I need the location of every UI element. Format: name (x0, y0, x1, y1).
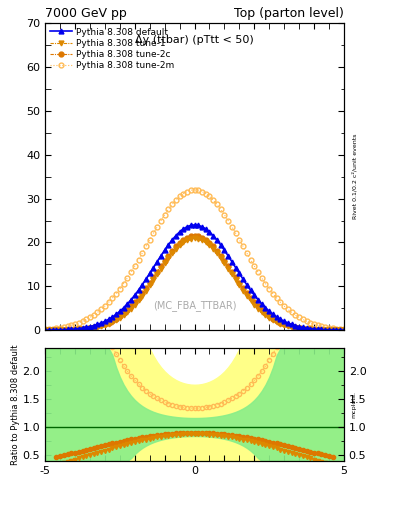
Pythia 8.308 tune-2c (342, 327, 346, 333)
Pythia 8.308 tune-1 (192, 235, 197, 241)
Legend: Pythia 8.308 default, Pythia 8.308 tune-1, Pythia 8.308 tune-2c, Pythia 8.308 tu: Pythia 8.308 default, Pythia 8.308 tune-… (48, 26, 176, 72)
Pythia 8.308 default (304, 325, 309, 331)
Line: Pythia 8.308 tune-1: Pythia 8.308 tune-1 (43, 236, 346, 333)
Pythia 8.308 tune-2m (192, 187, 197, 193)
Pythia 8.308 tune-2c (304, 326, 309, 332)
Pythia 8.308 tune-2m (342, 326, 346, 332)
Pythia 8.308 tune-1 (316, 327, 320, 333)
Pythia 8.308 tune-1 (43, 327, 48, 333)
Pythia 8.308 tune-2c (43, 327, 48, 333)
Text: (MC_FBA_TTBAR): (MC_FBA_TTBAR) (153, 300, 236, 311)
Line: Pythia 8.308 tune-2c: Pythia 8.308 tune-2c (43, 233, 346, 333)
Pythia 8.308 default (316, 326, 320, 332)
Pythia 8.308 tune-2m (233, 230, 238, 236)
Pythia 8.308 tune-1 (233, 277, 238, 283)
Text: Top (parton level): Top (parton level) (234, 8, 344, 20)
Pythia 8.308 tune-2c (233, 274, 238, 281)
Pythia 8.308 tune-2m (316, 322, 320, 328)
Text: mcplots.: mcplots. (352, 391, 357, 418)
Pythia 8.308 default (43, 327, 48, 333)
Text: Δy (ttbar) (pTtt < 50): Δy (ttbar) (pTtt < 50) (135, 35, 254, 46)
Pythia 8.308 tune-1 (211, 246, 216, 252)
Pythia 8.308 tune-2c (267, 313, 272, 319)
Pythia 8.308 default (289, 322, 294, 328)
Pythia 8.308 default (342, 327, 346, 333)
Y-axis label: Ratio to Pythia 8.308 default: Ratio to Pythia 8.308 default (11, 344, 20, 465)
Pythia 8.308 tune-1 (267, 315, 272, 321)
Pythia 8.308 default (211, 232, 216, 239)
Pythia 8.308 tune-2m (43, 326, 48, 332)
Pythia 8.308 tune-2c (192, 233, 197, 239)
Pythia 8.308 default (192, 222, 197, 228)
Pythia 8.308 tune-2c (289, 324, 294, 330)
Pythia 8.308 tune-2c (211, 243, 216, 249)
Pythia 8.308 default (233, 265, 238, 271)
Pythia 8.308 tune-2m (267, 286, 272, 292)
Pythia 8.308 tune-2c (316, 327, 320, 333)
Pythia 8.308 default (267, 308, 272, 314)
Text: 7000 GeV pp: 7000 GeV pp (45, 8, 127, 20)
Line: Pythia 8.308 default: Pythia 8.308 default (43, 223, 346, 333)
Pythia 8.308 tune-2m (289, 309, 294, 315)
Pythia 8.308 tune-1 (289, 324, 294, 330)
Text: Rivet 0.1/0.2 c²/unit events: Rivet 0.1/0.2 c²/unit events (352, 134, 357, 219)
Pythia 8.308 tune-2m (304, 318, 309, 324)
Pythia 8.308 tune-1 (304, 326, 309, 332)
Line: Pythia 8.308 tune-2m: Pythia 8.308 tune-2m (43, 187, 346, 332)
Pythia 8.308 tune-1 (342, 327, 346, 333)
Pythia 8.308 tune-2m (211, 197, 216, 203)
